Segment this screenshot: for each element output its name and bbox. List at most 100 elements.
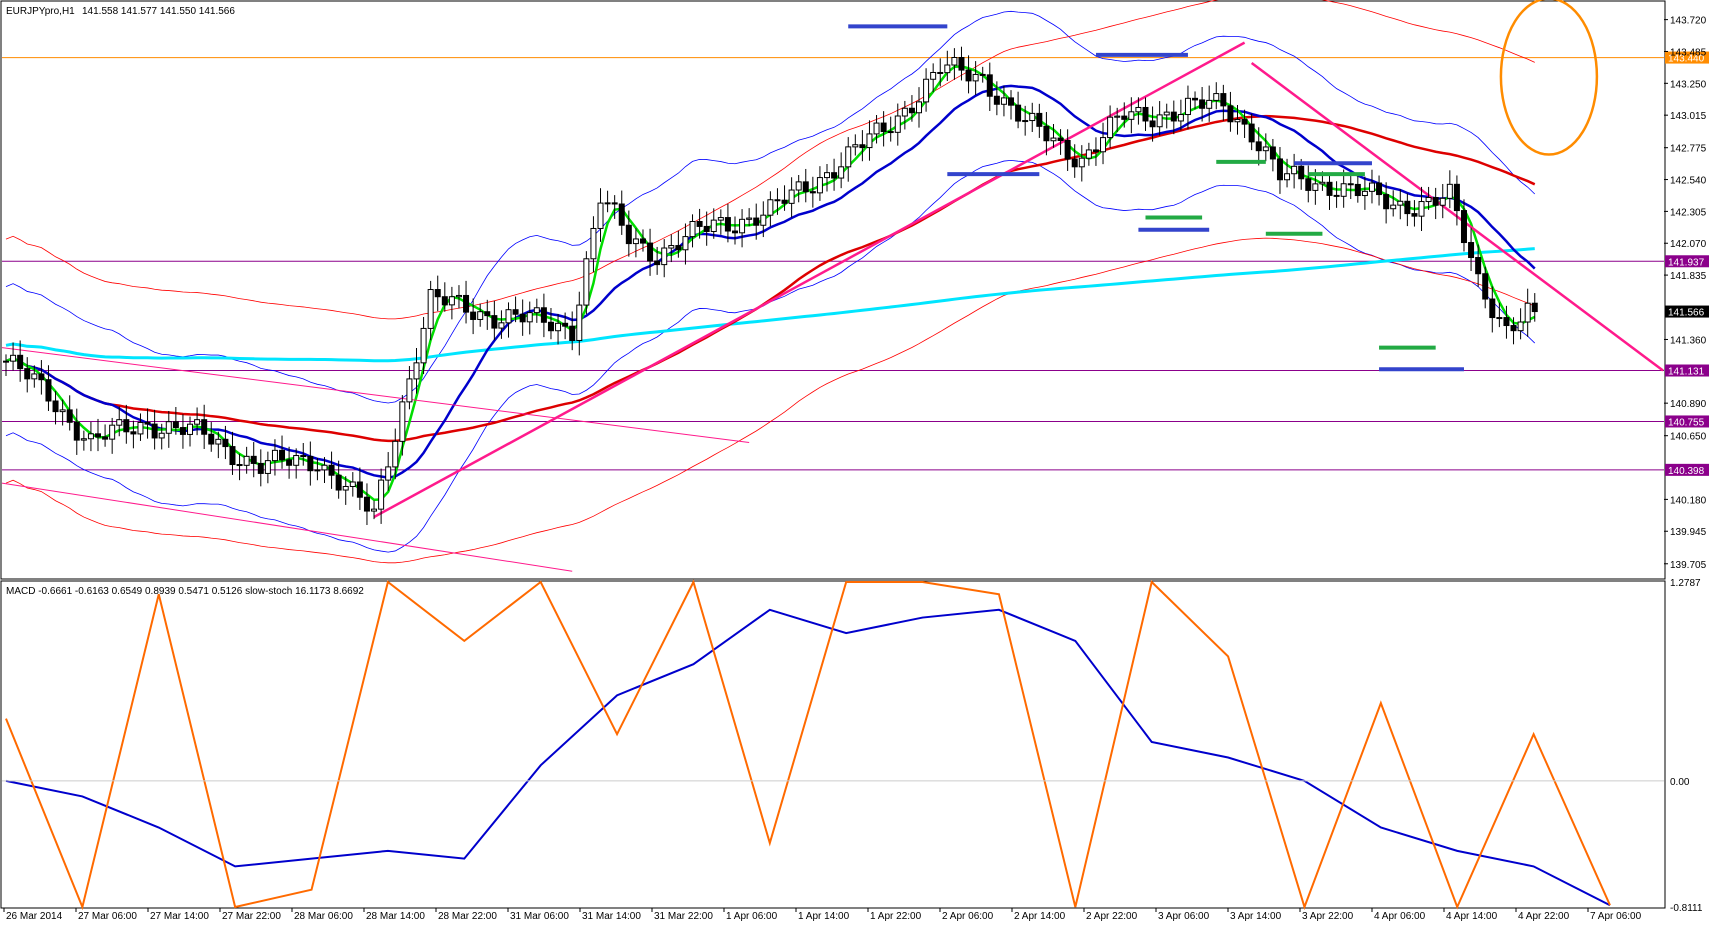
candle-bull	[1439, 197, 1446, 206]
candle-bull	[1524, 302, 1531, 323]
candle-bull	[314, 469, 321, 472]
candle-bull	[1000, 97, 1007, 105]
candle-bear	[1453, 183, 1460, 212]
x-tick-label: 4 Apr 22:00	[1518, 911, 1570, 922]
candle-bear	[774, 199, 781, 202]
candle-bull	[413, 362, 420, 380]
candle-bear	[675, 245, 682, 251]
candle-bull	[420, 327, 427, 364]
ma-long-line	[5, 247, 1535, 363]
trendline-support	[373, 41, 1246, 519]
x-tick-label: 27 Mar 06:00	[78, 911, 137, 922]
candle-bear	[1199, 99, 1206, 109]
candle-bear	[1192, 97, 1199, 101]
candle-bear	[831, 172, 838, 179]
candle-bear	[611, 202, 618, 205]
candle-bear	[1071, 158, 1078, 168]
x-tick-label: 28 Mar 22:00	[438, 911, 497, 922]
stoch-line	[5, 579, 1611, 911]
price-level-tag	[1665, 255, 1709, 268]
candle-bear	[484, 311, 491, 317]
candle-bear	[491, 315, 498, 329]
candle-bull	[1390, 204, 1397, 210]
x-tick-label: 31 Mar 06:00	[510, 911, 569, 922]
candle-bear	[625, 224, 632, 245]
candle-bull	[1262, 146, 1269, 152]
candle-bear	[1333, 194, 1340, 197]
channel-line-upper	[1, 347, 750, 443]
current-price-tag	[1665, 305, 1709, 318]
candle-bear	[17, 354, 24, 370]
candle-bull	[930, 71, 937, 80]
candle-bull	[293, 455, 300, 466]
candle-bull	[682, 236, 689, 251]
candle-bull	[1135, 106, 1142, 113]
candle-bull	[788, 189, 795, 204]
candle-bull	[80, 438, 87, 441]
candle-bear	[1142, 106, 1149, 122]
price-level-label: 143.440	[1668, 54, 1705, 65]
candle-bull	[271, 449, 278, 462]
candle-bear	[335, 474, 342, 491]
candle-bear	[1510, 325, 1517, 332]
candle-bull	[1361, 190, 1368, 197]
candle-bull	[1397, 200, 1404, 206]
candle-bull	[399, 401, 406, 442]
candle-bear	[95, 433, 102, 438]
candle-bear	[1347, 183, 1354, 186]
candle-bear	[73, 421, 80, 441]
candle-bull	[116, 419, 123, 426]
candle-bull	[1022, 120, 1029, 123]
candle-bear	[328, 464, 335, 476]
candle-bull	[477, 311, 484, 320]
candle-bear	[1092, 149, 1099, 153]
price-level-tag	[1665, 415, 1709, 428]
candle-bear	[979, 73, 986, 76]
candle-bear	[102, 436, 109, 440]
candle-bull	[498, 322, 505, 329]
macd-y-tick-label: 0.00	[1670, 777, 1690, 788]
x-tick-label: 28 Mar 06:00	[294, 911, 353, 922]
candle-bear	[562, 322, 569, 327]
candle-bear	[434, 289, 441, 298]
y-tick-label: 139.945	[1670, 527, 1707, 538]
chart-header-symbol: EURJPYpro,H1	[6, 6, 75, 17]
candle-bear	[1064, 139, 1071, 160]
y-tick-label: 140.890	[1670, 399, 1707, 410]
candle-bull	[264, 460, 271, 474]
candle-bear	[1255, 141, 1262, 152]
candle-bear	[1276, 158, 1283, 181]
candle-bear	[1503, 317, 1510, 327]
candle-bear	[781, 199, 788, 204]
candle-bear	[809, 191, 816, 194]
candle-bear	[1036, 112, 1043, 127]
candle-bull	[916, 101, 923, 114]
candle-bear	[1008, 97, 1015, 106]
candle-bear	[236, 464, 243, 467]
candle-bull	[1163, 111, 1170, 116]
candle-bull	[243, 455, 250, 466]
candle-bear	[1269, 146, 1276, 160]
candle-bull	[378, 479, 385, 510]
candle-bull	[944, 64, 951, 74]
chart-header-ohlc: 141.558 141.577 141.550 141.566	[82, 6, 235, 17]
candle-bull	[951, 56, 958, 66]
candle-bear	[1227, 105, 1234, 123]
candle-bull	[668, 245, 675, 249]
ma-mid-line	[5, 84, 1536, 479]
x-tick-label: 4 Apr 14:00	[1446, 911, 1498, 922]
candle-bear	[1468, 242, 1475, 259]
candle-bear	[300, 455, 307, 458]
y-tick-label: 142.070	[1670, 239, 1707, 250]
price-level-label: 140.398	[1668, 466, 1705, 477]
current-price-label: 141.566	[1668, 308, 1705, 319]
candle-bull	[1206, 99, 1213, 109]
x-tick-label: 1 Apr 06:00	[726, 911, 778, 922]
candle-bear	[208, 433, 215, 445]
candle-bear	[547, 321, 554, 332]
x-tick-label: 3 Apr 22:00	[1302, 911, 1354, 922]
candle-bull	[1078, 157, 1085, 168]
x-tick-label: 4 Apr 06:00	[1374, 911, 1426, 922]
